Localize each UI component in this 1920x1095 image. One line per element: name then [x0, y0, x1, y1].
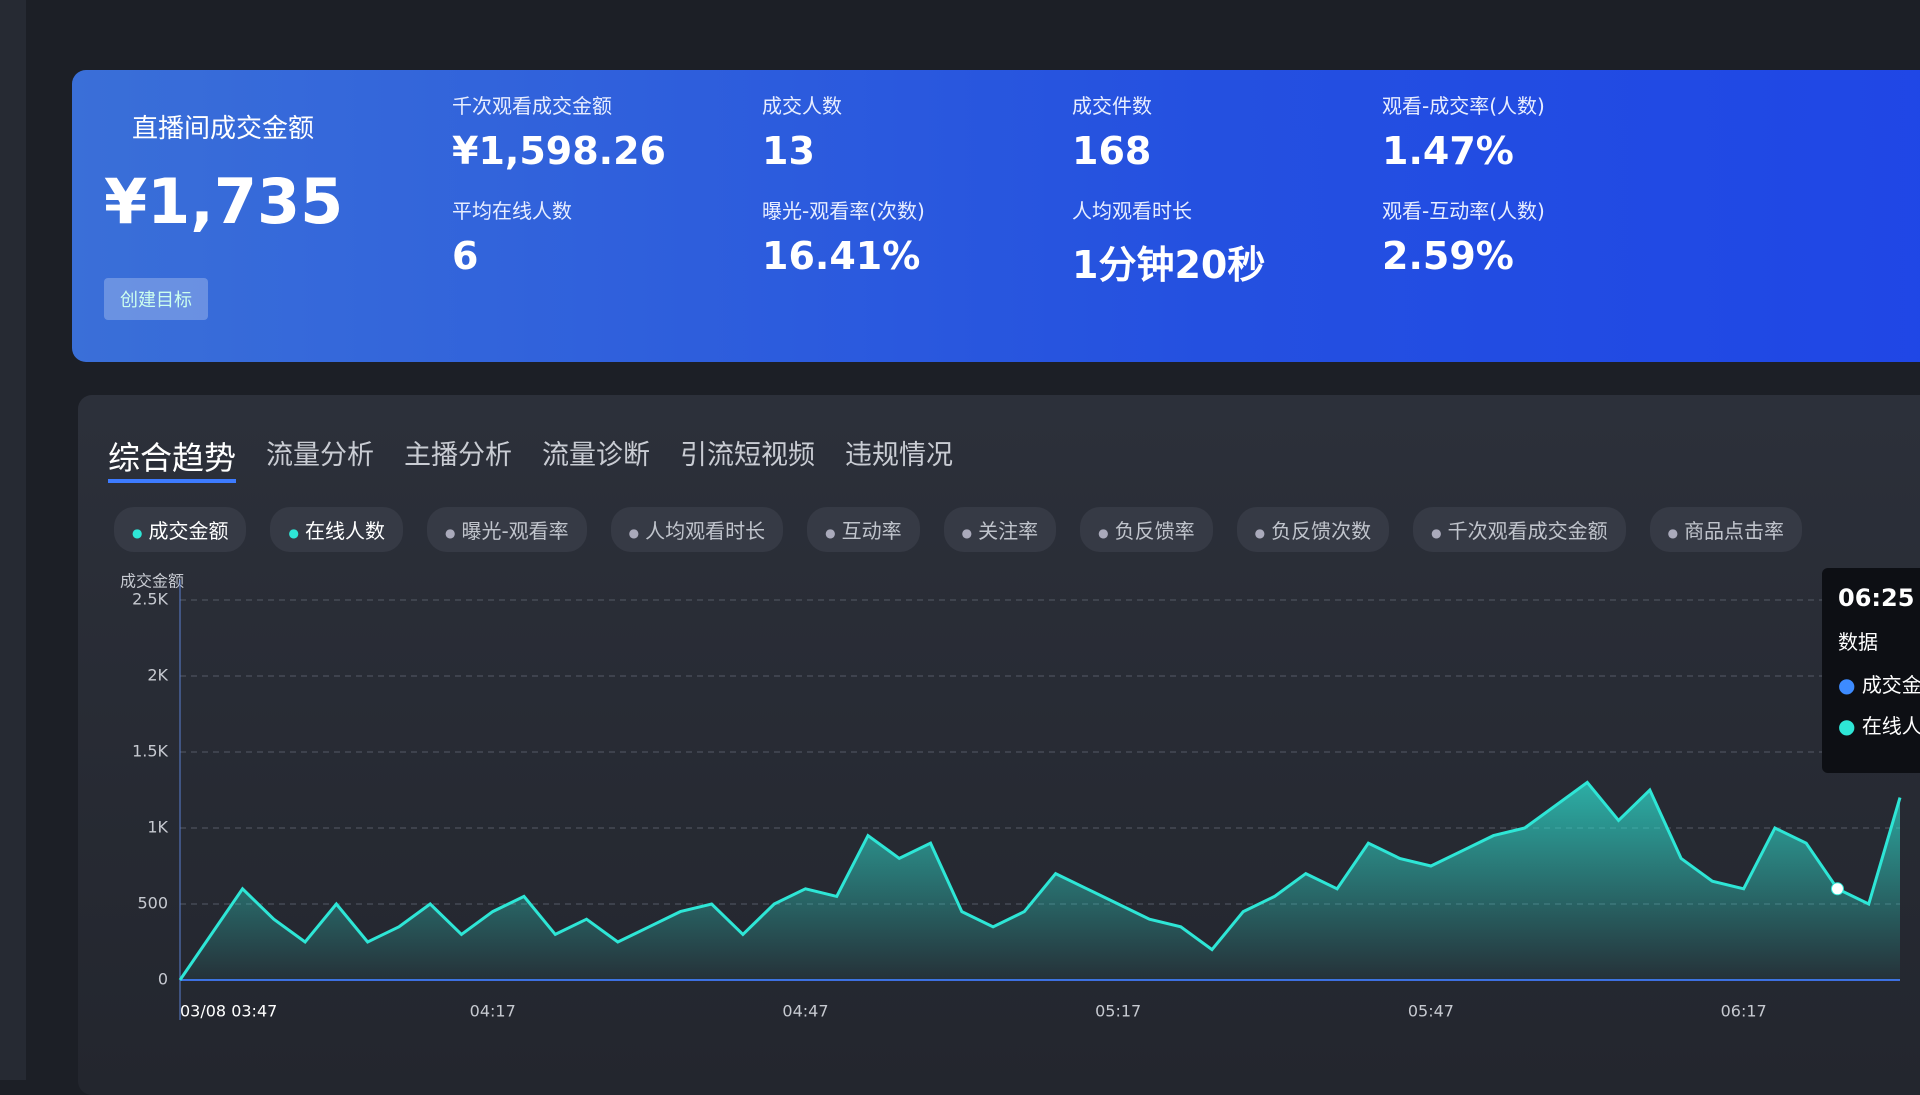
metric-label: 曝光-观看率(次数) [762, 199, 925, 223]
chips: 成交金额在线人数曝光-观看率人均观看时长互动率关注率负反馈率负反馈次数千次观看成… [114, 507, 1803, 552]
chip[interactable]: 关注率 [943, 507, 1057, 552]
metric-value: 13 [762, 129, 815, 173]
metric: 观看-互动率(人数) 2.59% [1382, 195, 1545, 278]
y-tick-label: 0 [158, 970, 168, 989]
metric-label: 成交件数 [1072, 94, 1152, 118]
y-tick-label: 500 [137, 894, 168, 913]
x-tick-label: 04:17 [470, 1002, 516, 1021]
summary-amount: ¥1,735 [104, 165, 344, 238]
metric: 平均在线人数 6 [452, 195, 572, 278]
metric: 千次观看成交金额 ¥1,598.26 [452, 90, 666, 173]
metric-value: 16.41% [762, 234, 921, 278]
metric: 观看-成交率(人数) 1.47% [1382, 90, 1545, 173]
tab[interactable]: 流量分析 [266, 440, 375, 471]
chip[interactable]: 负反馈次数 [1236, 507, 1390, 552]
tab[interactable]: 综合趋势 [108, 433, 237, 483]
metric-label: 观看-成交率(人数) [1382, 94, 1545, 118]
metric-value: 6 [452, 234, 479, 278]
chart: 成交金额 0 500 1K 1.5K 2K 2.5K 03/08 03:47 04:17 04:… [120, 572, 1902, 1021]
chip[interactable]: 负反馈率 [1080, 507, 1213, 552]
y-axis-title: 成交金额 [120, 572, 184, 591]
y-tick-label: 1.5K [132, 742, 168, 761]
metric-label: 千次观看成交金额 [452, 94, 612, 118]
tooltip-item-label: 成交金额 [1861, 673, 1920, 697]
tooltip-time: 06:25 [1838, 584, 1915, 612]
x-tick-label: 03/08 03:47 [180, 1002, 277, 1021]
x-tick-label: 05:47 [1408, 1002, 1454, 1021]
y-tick-label: 2K [147, 666, 168, 685]
summary-title: 直播间成交金额 [132, 114, 315, 144]
tabs: 综合趋势 流量分析 主播分析 流量诊断 引流短视频 违规情况 [108, 433, 953, 483]
metric: 成交人数 13 [762, 90, 842, 173]
tab[interactable]: 主播分析 [404, 440, 513, 471]
tab[interactable]: 流量诊断 [542, 440, 651, 471]
chip[interactable]: 曝光-观看率 [426, 507, 587, 552]
metric-value: 1分钟20秒 [1072, 243, 1266, 287]
tooltip: 06:25 数据 ● 成交金额 ● 在线人数 [1822, 568, 1920, 773]
area [180, 782, 1900, 980]
tooltip-item: ● 在线人数 [1838, 710, 1920, 739]
metric: 人均观看时长 1分钟20秒 [1072, 195, 1265, 289]
chip[interactable]: 千次观看成交金额 [1413, 507, 1626, 552]
tooltip-item: ● 成交金额 [1838, 669, 1920, 698]
y-tick-label: 2.5K [132, 590, 168, 609]
summary-card: 直播间成交金额 ¥1,735 创建目标 千次观看成交金额 ¥1,598.26 成交人… [72, 70, 1920, 362]
chip[interactable]: 人均观看时长 [610, 507, 784, 552]
metric-label: 人均观看时长 [1072, 199, 1192, 223]
metric: 成交件数 168 [1072, 90, 1152, 173]
sidebar [0, 0, 26, 1080]
metric-label: 平均在线人数 [452, 199, 572, 223]
chip[interactable]: 商品点击率 [1649, 507, 1803, 552]
metric-value: 168 [1072, 129, 1152, 173]
x-tick-label: 06:17 [1721, 1002, 1767, 1021]
hover-point [1830, 882, 1844, 896]
chip[interactable]: 成交金额 [114, 507, 247, 552]
tooltip-heading: 数据 [1838, 630, 1878, 654]
create-goal-button[interactable]: 创建目标 [104, 278, 208, 320]
x-tick-label: 05:17 [1095, 1002, 1141, 1021]
metric-label: 成交人数 [762, 94, 842, 118]
metric: 曝光-观看率(次数) 16.41% [762, 195, 925, 278]
metric-value: 1.47% [1382, 129, 1514, 173]
tab[interactable]: 违规情况 [845, 440, 954, 471]
line [178, 780, 1902, 981]
chip[interactable]: 在线人数 [270, 507, 403, 552]
metric-value: ¥1,598.26 [452, 129, 666, 173]
x-tick-label: 04:47 [782, 1002, 828, 1021]
chip[interactable]: 互动率 [807, 507, 920, 552]
tooltip-item-label: 在线人数 [1861, 714, 1920, 738]
y-tick-label: 1K [147, 818, 168, 837]
tab[interactable]: 引流短视频 [680, 440, 816, 471]
metric-label: 观看-互动率(人数) [1382, 199, 1545, 223]
metric-value: 2.59% [1382, 234, 1514, 278]
